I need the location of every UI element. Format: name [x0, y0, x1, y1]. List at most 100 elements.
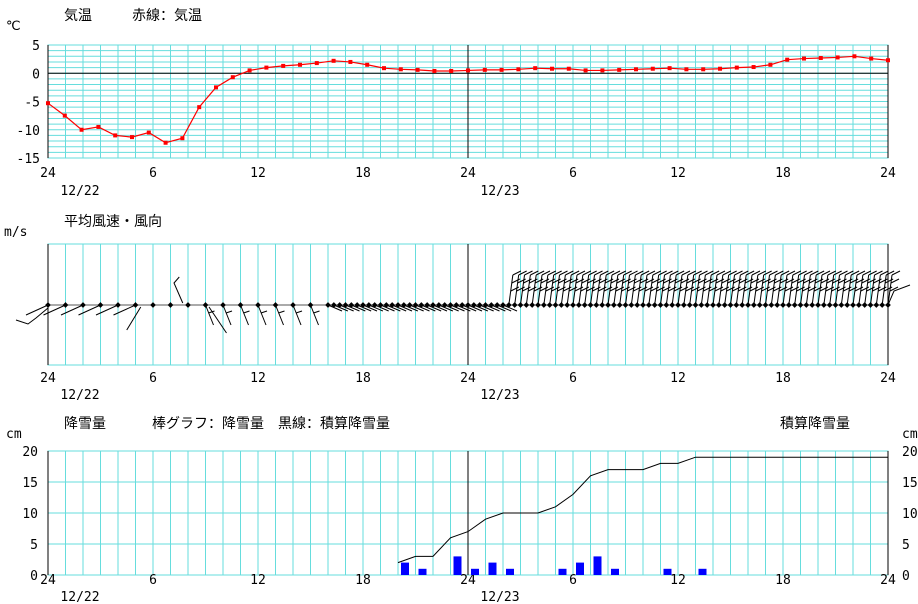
- wind-barb-feather: [586, 286, 595, 292]
- wind-barb: [421, 304, 436, 312]
- temperature-point: [398, 67, 403, 72]
- x-tick-label: 24: [40, 371, 56, 386]
- wind-barb: [327, 304, 343, 312]
- temp-subtitle: 赤線：気温: [132, 8, 202, 24]
- wind-barb: [450, 304, 465, 312]
- temperature-point: [650, 66, 655, 71]
- temperature-point: [818, 55, 823, 60]
- wind-barb-feather: [691, 286, 700, 292]
- wind-barb-feather: [761, 286, 770, 292]
- wind-barb-feather: [225, 310, 233, 314]
- wind-barb: [380, 304, 395, 312]
- wind-barb-feather: [757, 270, 767, 276]
- wind-barb: [555, 274, 560, 306]
- wind-barb-feather: [878, 286, 887, 292]
- wind-barb-feather: [837, 286, 846, 292]
- wind-barb: [654, 274, 660, 306]
- wind-barb: [817, 274, 823, 306]
- snow-yticks: 20 20 15 15 10 10 5 5 0 0: [22, 445, 917, 584]
- wind-barb-feather: [658, 270, 667, 276]
- wind-barb-feather: [775, 270, 784, 276]
- temperature-point: [415, 67, 420, 72]
- temperature-point: [852, 54, 857, 59]
- snowfall-bar: [698, 568, 707, 575]
- wind-barb: [788, 274, 794, 306]
- snowfall-bar: [611, 568, 619, 575]
- wind-barb-feather: [528, 286, 537, 292]
- x-tick-label: 24: [880, 371, 896, 386]
- temperature-point: [718, 66, 722, 71]
- wind-barb: [695, 274, 700, 306]
- temperature-point: [163, 140, 168, 145]
- temperature-point: [785, 57, 790, 62]
- snow-grid: [47, 450, 889, 576]
- temp-yticks: 5 0 -5 -10 -15: [17, 39, 40, 167]
- x-tick-label: 24: [880, 573, 896, 588]
- wind-barb: [397, 304, 413, 312]
- temperature-point: [180, 136, 185, 141]
- wind-barb-feather: [605, 270, 615, 276]
- x-tick-label: 6: [149, 573, 157, 588]
- wind-barb-feather: [570, 270, 580, 276]
- snow-right-title: 積算降雪量: [780, 416, 850, 432]
- temperature-point: [79, 127, 84, 132]
- temp-ylabel: ℃: [6, 19, 21, 34]
- x-tick-label: 24: [40, 166, 56, 181]
- wind-barb-feather: [510, 286, 520, 292]
- wind-barb: [208, 306, 227, 334]
- wind-ylabel: m/s: [4, 225, 27, 240]
- wind-barb: [374, 304, 389, 312]
- date-label: 12/22: [60, 184, 99, 199]
- wind-barb-feather: [580, 286, 590, 292]
- wind-barb-feather: [728, 270, 737, 276]
- temperature-point: [466, 68, 470, 73]
- temperature-point: [583, 68, 588, 73]
- temperature-point: [197, 105, 202, 110]
- snowfall-bar: [506, 568, 514, 575]
- wind-barb-feather: [592, 286, 601, 292]
- wind-barb: [43, 304, 66, 316]
- wind-barb: [514, 274, 520, 306]
- wind-barb-feather: [600, 270, 609, 276]
- wind-barb-feather: [868, 270, 877, 276]
- wind-barb: [173, 276, 184, 304]
- snowfall-bar: [663, 568, 672, 575]
- x-tick-label: 12: [250, 166, 266, 181]
- temperature-point: [802, 56, 806, 61]
- wind-barb-feather: [889, 286, 899, 292]
- x-tick-label: 6: [569, 371, 577, 386]
- temperature-point: [96, 124, 101, 129]
- wind-barb-feather: [848, 286, 858, 292]
- wind-barb-feather: [831, 286, 840, 292]
- wind-barb-feather: [664, 270, 673, 276]
- wind-barb: [356, 304, 372, 312]
- wind-barb-feather: [530, 270, 539, 276]
- wind-barb-feather: [518, 270, 527, 276]
- snowfall-bar: [593, 556, 602, 575]
- wind-barb: [840, 274, 846, 306]
- wind-barb: [887, 274, 893, 306]
- temperature-point: [751, 65, 756, 70]
- temperature-point: [734, 65, 739, 70]
- x-tick-label: 12: [250, 371, 266, 386]
- temperature-point: [46, 101, 50, 106]
- wind-barb-feather: [874, 270, 883, 276]
- wind-barb-feather: [734, 270, 743, 276]
- wind-barb: [619, 274, 625, 306]
- wind-barb: [491, 304, 506, 312]
- temperature-point: [835, 55, 840, 60]
- wind-barb-feather: [313, 310, 320, 314]
- wind-barb-feather: [603, 286, 613, 292]
- wind-barb: [823, 274, 829, 306]
- wind-xticks: 24 6 12 18 24 6 12 18 24 12/22 12/23: [40, 371, 896, 403]
- wind-barb-feather: [617, 270, 627, 276]
- wind-barb-feather: [790, 286, 800, 292]
- wind-barb-feather: [524, 270, 533, 276]
- x-tick-label: 12: [670, 573, 686, 588]
- snow-xticks: 24 6 12 18 24 6 12 18 24 12/22 12/23: [40, 573, 896, 604]
- x-tick-label: 18: [355, 573, 371, 588]
- wind-barb-feather: [646, 270, 656, 276]
- wind-barb: [426, 304, 442, 312]
- wind-barb: [461, 304, 477, 312]
